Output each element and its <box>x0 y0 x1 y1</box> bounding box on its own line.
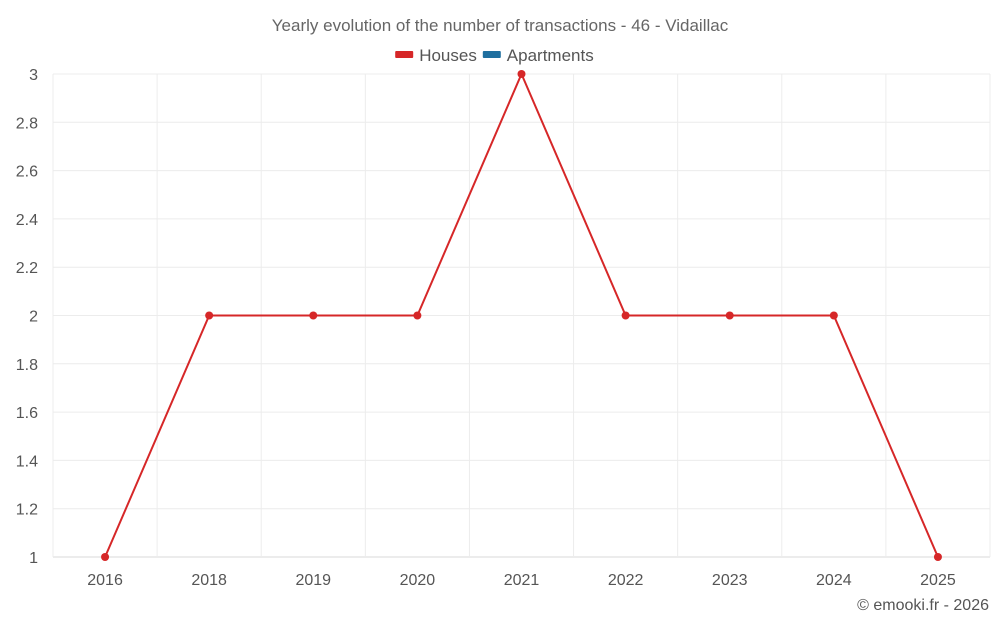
data-point-houses <box>829 311 838 320</box>
legend[interactable]: Houses Apartments <box>395 46 594 65</box>
x-tick-label: 2018 <box>191 572 227 589</box>
x-tick-label: 2020 <box>400 572 436 589</box>
y-tick-label: 1.2 <box>16 502 38 519</box>
data-point-houses <box>205 311 214 320</box>
x-tick-label: 2025 <box>920 572 956 589</box>
x-tick-label: 2024 <box>816 572 852 589</box>
y-tick-label: 2 <box>29 309 38 326</box>
legend-label: Apartments <box>507 46 594 65</box>
y-tick-label: 1 <box>29 550 38 567</box>
data-point-houses <box>309 311 318 320</box>
chart-title: Yearly evolution of the number of transa… <box>272 16 729 35</box>
data-point-houses <box>725 311 734 320</box>
y-tick-label: 2.4 <box>16 212 38 229</box>
x-axis-ticks: 2016 2018 2019 2020 2021 2022 2023 2024 2025 <box>87 572 956 589</box>
x-tick-label: 2021 <box>504 572 540 589</box>
legend-swatch <box>482 51 501 58</box>
x-tick-label: 2016 <box>87 572 123 589</box>
y-tick-label: 1.8 <box>16 357 38 374</box>
legend-label: Houses <box>419 46 477 65</box>
data-point-houses <box>621 311 630 320</box>
grid <box>52 73 991 558</box>
legend-item-apartments[interactable]: Apartments <box>482 46 594 65</box>
credit-text: © emooki.fr - 2026 <box>857 597 989 614</box>
data-point-houses <box>517 70 526 78</box>
y-axis-ticks: 1 1.2 1.4 1.6 1.8 2 2.2 2.4 2.6 2.8 3 <box>16 67 38 567</box>
legend-item-houses[interactable]: Houses <box>395 46 477 65</box>
y-tick-label: 1.6 <box>16 405 38 422</box>
y-tick-label: 2.8 <box>16 115 38 132</box>
data-point-houses <box>933 553 942 561</box>
y-tick-label: 2.6 <box>16 164 38 181</box>
data-point-houses <box>413 311 422 320</box>
series-layer <box>101 70 942 561</box>
x-tick-label: 2022 <box>608 572 644 589</box>
y-tick-label: 2.2 <box>16 260 38 277</box>
data-point-houses <box>101 553 110 561</box>
y-tick-label: 1.4 <box>16 453 38 470</box>
x-tick-label: 2023 <box>712 572 748 589</box>
y-tick-label: 3 <box>29 67 38 84</box>
legend-swatch <box>395 51 414 58</box>
x-tick-label: 2019 <box>295 572 331 589</box>
